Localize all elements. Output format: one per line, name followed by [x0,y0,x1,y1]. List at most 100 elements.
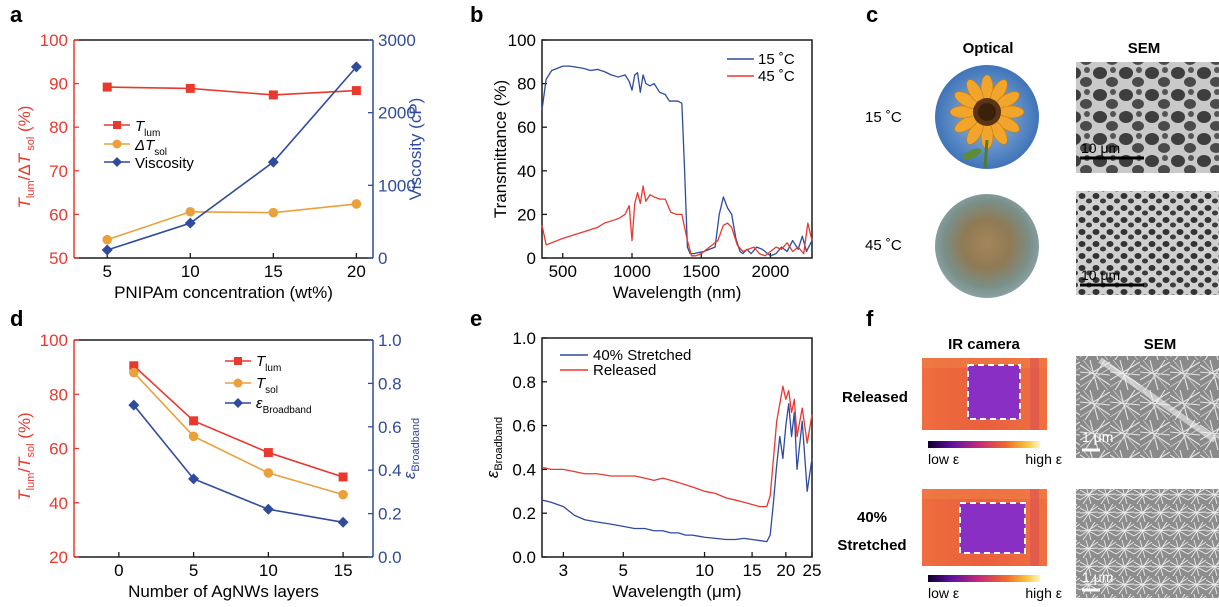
e-ytick-label: 1.0 [512,329,536,348]
legend-d-marker-tlum [234,357,242,365]
a-point-T_lum [268,90,278,100]
e-ytick-label: 0.0 [512,548,536,567]
d-point-T_lum [129,361,139,371]
panel-c-row2-label: 45 ˚C [865,237,902,254]
scale-label-c2: 10 μm [1081,267,1120,283]
cbar2-low: low ε [928,585,959,601]
a-xtick-label: 5 [102,262,111,281]
d-series-line-T_sol [133,372,344,496]
panel-c: Optical SEM 15 ˚C 45 ˚C [865,40,1219,298]
d-xlabel: Number of AgNWs layers [128,582,319,601]
a-series-line-Viscosity [106,66,357,251]
d-series-line-ε_Broadband [133,404,344,524]
a-point-Viscosity [184,217,196,229]
d-point-T_lum [338,472,348,482]
panel-f-sem-header: SEM [1144,336,1177,353]
legend-a-marker-tlum [113,121,121,129]
ir-image-stretched [922,489,1047,566]
a-point-Viscosity [101,244,113,256]
legend-d-eps: εBroadband [256,395,312,416]
b-ytick-label: 60 [517,118,536,137]
b-xtick-label: 1500 [682,262,720,281]
d-ytick-right-label: 0.2 [378,505,402,524]
cbar2-high: high ε [1025,585,1062,601]
b-xtick-label: 500 [549,262,577,281]
optical-image-15c [935,65,1039,169]
b-series-line-45 ˚C [541,185,813,257]
legend-a-marker-dtsol [112,139,122,149]
a-point-T_lum [102,82,112,92]
a-ytick-left-label: 70 [49,162,68,181]
legend-e: 40% Stretched Released [560,347,691,379]
a-ytick-right-label: 1000 [378,176,416,195]
a-point-T_lum [351,86,361,96]
a-ytick-left-label: 60 [49,205,68,224]
d-ytick-right-label: 0.6 [378,418,402,437]
d-ytick-left-label: 100 [40,331,68,350]
a-xtick-label: 15 [264,262,283,281]
a-ytick-right-label: 3000 [378,31,416,50]
a-ytick-left-label: 90 [49,75,68,94]
d-xtick-label: 15 [334,561,353,580]
d-point-T_lum [263,448,273,458]
e-series-line-40% Stretched [541,403,813,543]
e-ytick-label: 0.8 [512,373,536,392]
d-ytick-left-label: 60 [49,440,68,459]
b-ytick-label: 80 [517,75,536,94]
panel-f-row2-label-1: 40% [857,509,887,526]
e-xtick-label: 3 [559,561,568,580]
colorbar-1: low ε high ε [928,441,1062,467]
legend-a-dtsol: ΔTsol [134,137,167,158]
panel-letter-b: b [470,2,483,27]
legend-a-visc: Viscosity [135,155,194,172]
a-series-line-ΔT_sol [106,203,357,241]
sem-image-15c: 10 μm [1076,62,1219,173]
b-frame [541,39,813,259]
panel-f: IR camera SEM Released 40% Stretched low… [837,336,1219,601]
a-ytick-left-label: 100 [40,31,68,50]
d-ytick-right-label: 1.0 [378,331,402,350]
d-ytick-left-label: 20 [49,548,68,567]
e-frame [541,337,813,558]
e-xtick-label: 20 [776,561,795,580]
legend-a: Tlum ΔTsol Viscosity [104,118,194,172]
a-ytick-right-label: 0 [378,249,387,268]
d-ylabel-left: Tlum/Tsol (%) [15,412,37,500]
legend-d-tlum: Tlum [256,353,281,374]
panel-c-optical-header: Optical [963,40,1014,57]
chart-b: 0 20 40 60 80 100 500 1000 1500 2000 Wavelength (n… [491,31,813,302]
a-point-ΔT_sol [185,206,196,217]
legend-d-marker-eps [233,398,243,408]
panel-letter-a: a [10,2,23,27]
d-ylabel-right: εBroadband [400,418,422,479]
panel-f-row1-label: Released [842,389,908,406]
a-ytick-left-label: 80 [49,118,68,137]
colorbar-2: low ε high ε [928,575,1062,601]
e-ytick-label: 0.2 [512,504,536,523]
chart-e: 0.0 0.2 0.4 0.6 0.8 1.0 3 5 10 15 20 25 Wavelength (… [483,329,821,601]
ir-image-released [922,358,1047,430]
d-point-ε_Broadband [337,516,349,528]
d-point-ε_Broadband [128,399,140,411]
d-point-ε_Broadband [262,503,274,515]
cbar1-high: high ε [1025,451,1062,467]
b-xtick-label: 2000 [752,262,790,281]
legend-b-45: 45 ˚C [758,68,795,85]
chart-d: 20 40 60 80 100 0.0 0.2 0.4 0.6 0.8 1.0 0 5 10 15 Numbe… [15,331,422,601]
a-ylabel-left: Tlum/ΔT sol (%) [15,106,37,209]
legend-d-tsol: Tsol [256,375,278,396]
b-ytick-label: 100 [508,31,536,50]
panel-f-row2-label-2: Stretched [837,537,906,554]
e-xlabel: Wavelength (μm) [612,582,741,601]
a-ytick-right-label: 2000 [378,104,416,123]
legend-e-stretched: 40% Stretched [593,347,691,364]
b-xtick-label: 1000 [613,262,651,281]
e-ytick-label: 0.4 [512,460,536,479]
a-point-T_lum [185,83,195,93]
sem-image-45c: 10 μm [1076,191,1219,295]
a-point-ΔT_sol [102,234,113,245]
panel-letter-c: c [866,2,878,27]
d-point-T_sol [188,431,199,442]
